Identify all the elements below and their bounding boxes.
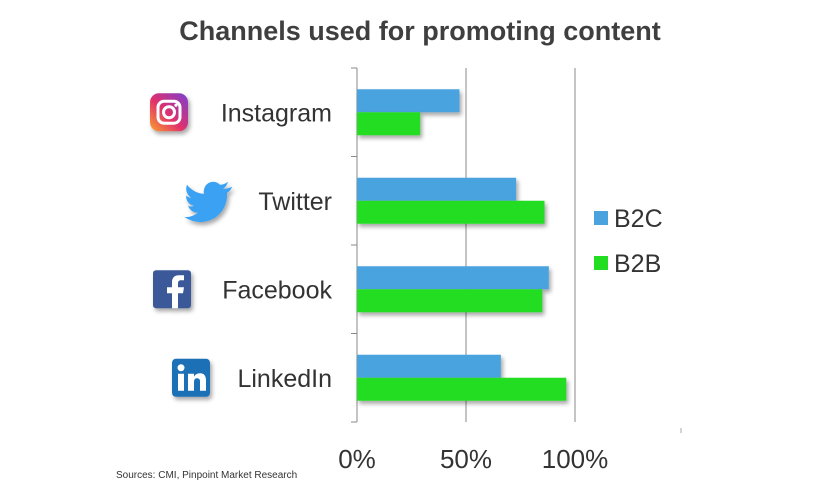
legend-swatch-b2b bbox=[594, 256, 608, 270]
bar-b2b-linkedin bbox=[357, 377, 567, 401]
category-label: LinkedIn bbox=[237, 365, 332, 393]
facebook-icon bbox=[153, 270, 191, 309]
x-tick-label: 50% bbox=[440, 444, 492, 474]
legend-label-b2c: B2C bbox=[614, 205, 663, 233]
bar-b2c-twitter bbox=[357, 177, 517, 201]
chart-title: Channels used for promoting content bbox=[179, 16, 661, 46]
x-tick-label: 100% bbox=[542, 444, 609, 474]
bar-b2c-instagram bbox=[357, 89, 460, 113]
bar-b2c-facebook bbox=[357, 266, 549, 290]
category-label: Instagram bbox=[221, 99, 332, 127]
source-note: Sources: CMI, Pinpoint Market Research bbox=[116, 470, 298, 481]
bar-b2b-instagram bbox=[357, 112, 421, 136]
linkedin-icon bbox=[172, 358, 210, 397]
twitter-icon bbox=[184, 181, 232, 223]
bar-b2b-twitter bbox=[357, 200, 545, 224]
x-tick-label: 0% bbox=[338, 444, 376, 474]
bar-b2b-facebook bbox=[357, 289, 543, 313]
legend-label-b2b: B2B bbox=[614, 250, 661, 278]
bar-b2c-linkedin bbox=[357, 354, 501, 378]
category-label: Facebook bbox=[222, 276, 332, 304]
legend-swatch-b2c bbox=[594, 211, 608, 225]
category-label: Twitter bbox=[258, 188, 332, 216]
instagram-icon bbox=[150, 93, 188, 132]
